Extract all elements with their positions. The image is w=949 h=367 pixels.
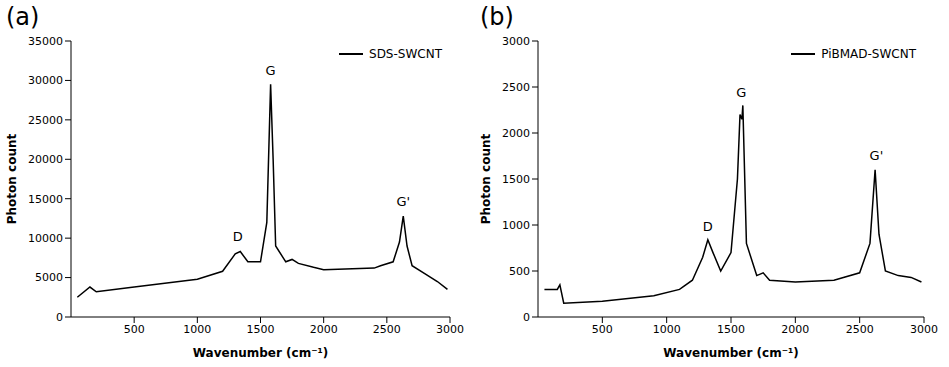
svg-text:2000: 2000 bbox=[502, 127, 530, 140]
svg-text:D: D bbox=[703, 219, 713, 234]
svg-text:2000: 2000 bbox=[781, 323, 809, 336]
svg-text:G': G' bbox=[870, 148, 884, 163]
svg-text:10000: 10000 bbox=[28, 232, 63, 245]
svg-text:15000: 15000 bbox=[28, 193, 63, 206]
svg-text:25000: 25000 bbox=[28, 114, 63, 127]
svg-text:2500: 2500 bbox=[846, 323, 874, 336]
svg-text:20000: 20000 bbox=[28, 153, 63, 166]
html-text:SDS-SWCNT: SDS-SWCNT bbox=[369, 47, 442, 61]
svg-text:2500: 2500 bbox=[373, 323, 401, 336]
svg-text:2500: 2500 bbox=[502, 81, 530, 94]
svg-text:Wavenumber (cm⁻¹): Wavenumber (cm⁻¹) bbox=[663, 346, 798, 360]
svg-text:1000: 1000 bbox=[183, 323, 211, 336]
svg-text:1500: 1500 bbox=[502, 173, 530, 186]
svg-text:Photon count: Photon count bbox=[5, 134, 19, 225]
svg-text:1000: 1000 bbox=[502, 219, 530, 232]
svg-text:1000: 1000 bbox=[653, 323, 681, 336]
html-text:PiBMAD-SWCNT: PiBMAD-SWCNT bbox=[821, 47, 916, 61]
svg-text:0: 0 bbox=[523, 311, 530, 324]
svg-text:1500: 1500 bbox=[717, 323, 745, 336]
svg-text:30000: 30000 bbox=[28, 74, 63, 87]
svg-text:500: 500 bbox=[509, 265, 530, 278]
svg-text:500: 500 bbox=[124, 323, 145, 336]
svg-text:G: G bbox=[266, 63, 276, 78]
svg-text:D: D bbox=[233, 229, 243, 244]
svg-text:500: 500 bbox=[592, 323, 613, 336]
svg-text:Wavenumber (cm⁻¹): Wavenumber (cm⁻¹) bbox=[193, 346, 328, 360]
svg-text:3000: 3000 bbox=[502, 35, 530, 48]
svg-text:G: G bbox=[736, 85, 746, 100]
svg-text:35000: 35000 bbox=[28, 35, 63, 48]
svg-text:2000: 2000 bbox=[310, 323, 338, 336]
svg-text:G': G' bbox=[396, 194, 410, 209]
svg-text:5000: 5000 bbox=[35, 271, 63, 284]
html-text:(a): (a) bbox=[6, 3, 40, 31]
svg-text:1500: 1500 bbox=[247, 323, 275, 336]
svg-text:Photon count: Photon count bbox=[479, 134, 493, 225]
html-text:(b): (b) bbox=[480, 3, 514, 31]
svg-text:3000: 3000 bbox=[910, 323, 938, 336]
svg-text:3000: 3000 bbox=[436, 323, 464, 336]
svg-text:0: 0 bbox=[56, 311, 63, 324]
